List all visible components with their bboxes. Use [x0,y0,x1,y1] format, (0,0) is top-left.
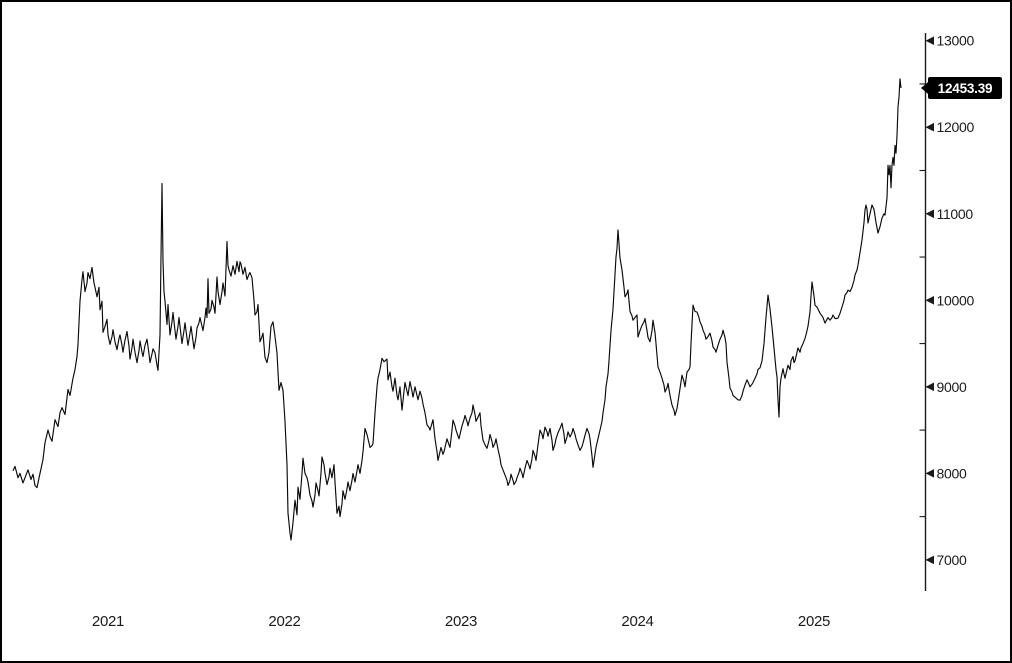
last-price-tag-box [928,76,1002,99]
y-axis-tick-arrow-icon [925,295,934,305]
y-axis-tick-label: 13000 [937,33,975,49]
y-axis-tick-label: 11000 [937,206,974,222]
y-axis-tick-arrow-icon [925,36,934,45]
x-axis-year-label: 2024 [621,613,653,630]
last-price-tag-pointer-icon [921,81,929,95]
y-axis-tick-arrow-icon [925,209,934,219]
y-axis-tick-label: 10000 [937,292,975,308]
y-axis-tick-label: 8000 [937,465,967,481]
y-axis-tick-label: 12000 [937,119,975,135]
y-axis-tick-arrow-icon [925,555,934,565]
x-axis-year-label: 2025 [798,613,830,630]
y-axis-tick-label: 9000 [937,379,967,395]
y-axis-tick-arrow-icon [925,382,934,392]
price-line [12,78,902,541]
x-axis-year-label: 2022 [268,613,300,630]
y-axis-tick-arrow-icon [925,122,934,132]
x-axis-year-label: 2021 [92,613,124,630]
y-axis-tick-arrow-icon [925,469,934,478]
y-axis-tick-label: 7000 [937,552,967,568]
last-price-tag-label: 12453.39 [938,81,993,96]
x-axis-year-label: 2023 [445,613,477,630]
